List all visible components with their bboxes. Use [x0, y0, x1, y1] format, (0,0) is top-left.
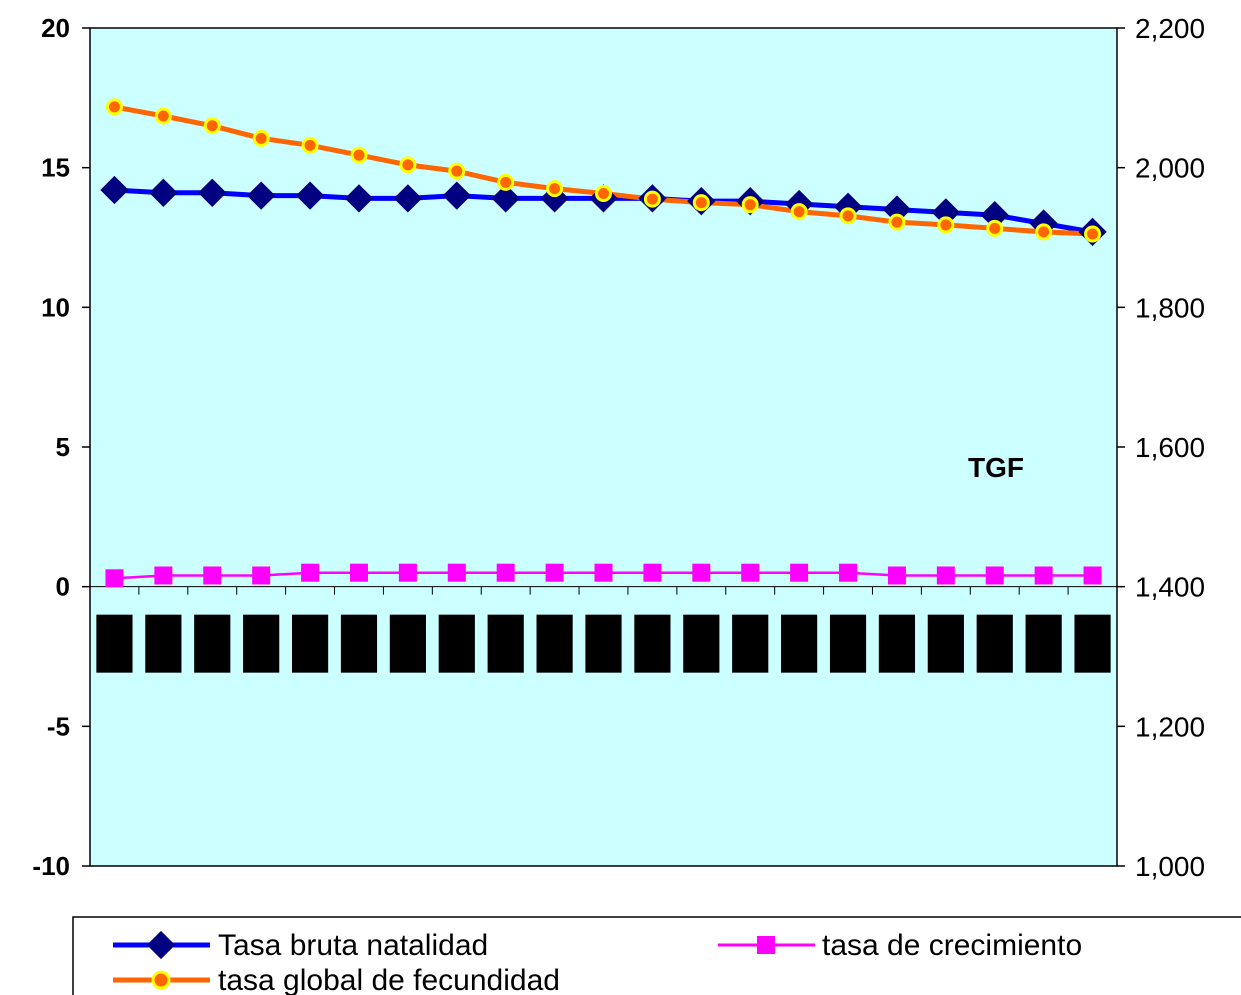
marker-square: [692, 563, 711, 582]
marker-square: [594, 563, 613, 582]
legend-label-natalidad: Tasa bruta natalidad: [218, 929, 488, 962]
marker-square: [252, 566, 271, 585]
redacted-label-block: [145, 614, 182, 673]
marker-diamond: [882, 195, 912, 224]
marker-square: [105, 569, 124, 588]
redacted-label-block: [878, 614, 916, 673]
right-tick-label: 2,200: [1135, 13, 1205, 44]
marker-circle: [643, 190, 661, 208]
marker-square: [349, 563, 368, 582]
marker-circle: [203, 117, 221, 135]
redacted-label-block: [438, 614, 475, 673]
marker-circle: [154, 107, 172, 125]
left-tick-label: -5: [47, 711, 70, 741]
legend-item-fecundidad: tasa global de fecundidad: [113, 964, 560, 995]
marker-square: [203, 566, 222, 585]
marker-diamond: [980, 201, 1009, 230]
left-tick-label: 0: [56, 572, 70, 602]
marker-circle: [350, 146, 368, 164]
marker-circle: [252, 129, 270, 147]
marker-circle: [888, 213, 906, 231]
redacted-label-block: [732, 614, 769, 673]
marker-square: [839, 563, 858, 582]
redacted-label-block: [243, 614, 280, 673]
marker-circle: [1035, 223, 1053, 241]
plot-area: [89, 27, 1118, 867]
redacted-label-block: [927, 614, 964, 673]
series-markers: [100, 98, 1107, 588]
right-tick-label: 1,000: [1135, 851, 1205, 882]
marker-square: [985, 566, 1004, 585]
legend-label-crecimiento: tasa de crecimiento: [822, 929, 1082, 962]
marker-circle: [595, 185, 612, 203]
legend-marker-diamond: [146, 930, 176, 960]
redacted-label-block: [634, 614, 671, 673]
right-tick-label: 2,000: [1135, 153, 1205, 184]
left-axis-ticks: 20 15 10 5 0 -5 -10: [32, 13, 90, 881]
redacted-label-block: [536, 614, 573, 673]
marker-square: [154, 566, 173, 585]
marker-circle: [937, 216, 955, 234]
legend-marker-square: [757, 936, 775, 954]
marker-circle: [448, 162, 466, 180]
right-axis-ticks: 2,200 2,000 1,800 1,600 1,400 1,200 1,000: [1117, 13, 1205, 882]
tgf-annotation: TGF: [968, 452, 1024, 483]
legend-item-natalidad: Tasa bruta natalidad: [113, 929, 488, 962]
marker-square: [887, 566, 906, 585]
redacted-label-block: [683, 614, 720, 673]
marker-circle: [105, 98, 123, 116]
redacted-label-block: [781, 614, 818, 673]
marker-circle: [741, 196, 759, 214]
marker-square: [447, 563, 466, 582]
marker-square: [545, 563, 564, 582]
marker-circle: [546, 180, 564, 198]
legend-item-crecimiento: tasa de crecimiento: [718, 929, 1082, 962]
right-tick-label: 1,600: [1135, 432, 1205, 463]
legend-marker-circle: [151, 970, 171, 990]
left-tick-label: -10: [32, 851, 70, 881]
right-tick-label: 1,800: [1135, 292, 1205, 323]
redacted-label-block: [829, 614, 867, 673]
marker-diamond: [247, 181, 276, 210]
marker-square: [936, 566, 955, 585]
marker-square: [643, 563, 662, 582]
marker-square: [496, 563, 515, 582]
marker-circle: [301, 136, 319, 154]
redacted-label-block: [1025, 614, 1062, 673]
redacted-label-block: [291, 614, 329, 673]
marker-square: [790, 563, 809, 582]
left-tick-label: 5: [56, 432, 70, 462]
redacted-label-block: [1074, 614, 1111, 673]
left-tick-label: 15: [41, 153, 70, 183]
redacted-label-block: [976, 614, 1013, 673]
marker-circle: [986, 219, 1004, 237]
marker-square: [1034, 566, 1053, 585]
redacted-label-block: [487, 614, 524, 673]
left-tick-label: 20: [41, 13, 70, 43]
marker-circle: [692, 194, 710, 212]
marker-circle: [399, 156, 417, 174]
legend-box: [72, 916, 1241, 995]
right-tick-label: 1,400: [1135, 572, 1205, 603]
right-tick-label: 1,200: [1135, 711, 1205, 742]
redacted-label-block: [194, 614, 231, 673]
redacted-label-block: [340, 614, 378, 673]
marker-square: [1083, 566, 1102, 585]
marker-circle: [839, 207, 857, 225]
marker-square: [398, 563, 417, 582]
marker-circle: [497, 173, 515, 191]
left-tick-label: 10: [41, 292, 70, 322]
marker-diamond: [931, 198, 960, 227]
x-axis-ticks: [89, 586, 1118, 595]
legend-label-fecundidad: tasa global de fecundidad: [218, 964, 560, 995]
redacted-label-block: [389, 614, 426, 673]
marker-circle: [790, 203, 808, 221]
marker-square: [301, 563, 320, 582]
redacted-category-labels: [96, 614, 1111, 673]
redacted-label-block: [96, 614, 133, 673]
marker-circle: [1084, 225, 1102, 243]
redacted-label-block: [585, 614, 622, 673]
marker-square: [741, 563, 760, 582]
